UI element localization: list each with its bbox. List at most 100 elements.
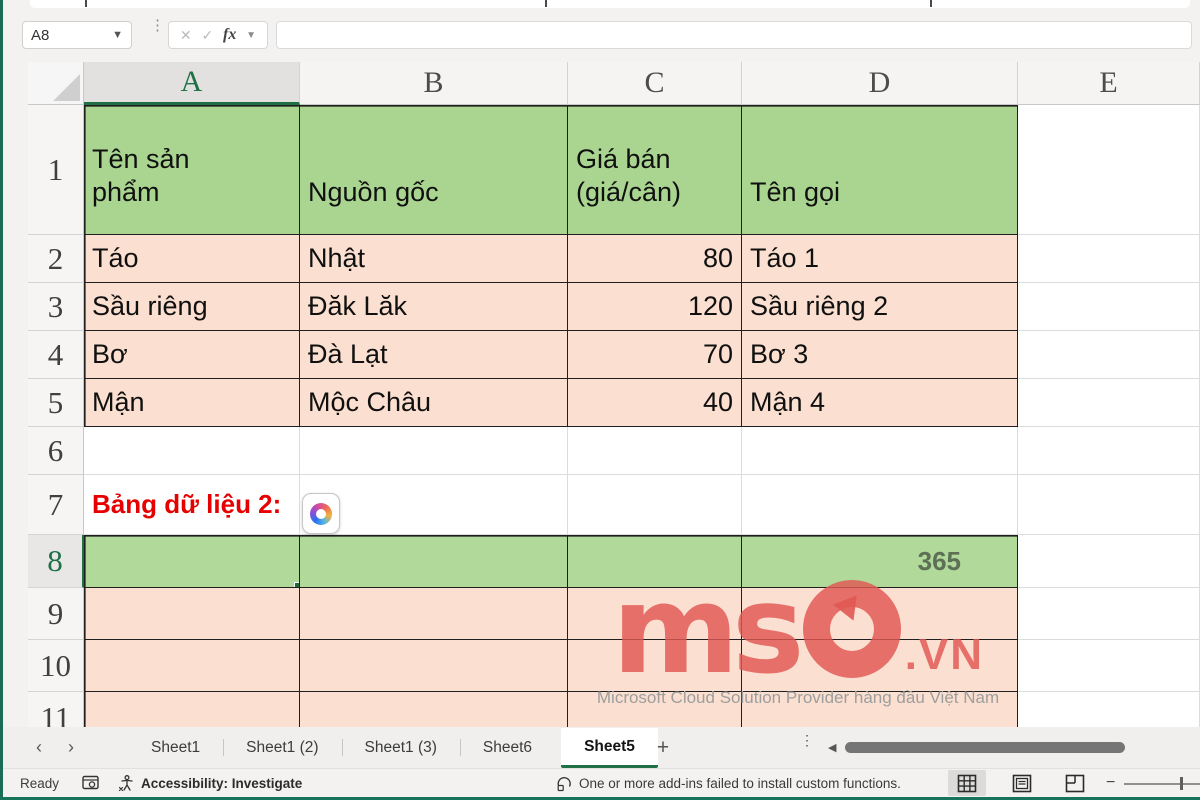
accessibility-status[interactable]: Accessibility: Investigate: [118, 769, 302, 797]
cell-B7[interactable]: [300, 475, 568, 535]
cell-D3[interactable]: Sầu riêng 2: [742, 283, 1018, 331]
cell-E1[interactable]: [1018, 105, 1200, 235]
column-header-C[interactable]: C: [568, 62, 742, 105]
cell-A2[interactable]: Táo: [84, 235, 300, 283]
row-header-9[interactable]: 9: [28, 588, 84, 640]
row-header-5[interactable]: 5: [28, 379, 84, 427]
cell-B4[interactable]: Đà Lạt: [300, 331, 568, 379]
cell-D1[interactable]: Tên gọi: [742, 105, 1018, 235]
cell-C1[interactable]: Giá bán (giá/cân): [568, 105, 742, 235]
macro-record-icon[interactable]: [82, 769, 100, 797]
insert-function-icon[interactable]: fx: [223, 26, 237, 43]
hscroll-left-arrow-icon[interactable]: ◀: [828, 742, 837, 754]
cell-A3[interactable]: Sầu riêng: [84, 283, 300, 331]
cell-B11[interactable]: [300, 692, 568, 727]
tab-sheet5-active[interactable]: Sheet5: [561, 728, 658, 768]
sheet-nav-next-icon[interactable]: ›: [68, 737, 74, 757]
row-header-6[interactable]: 6: [28, 427, 84, 475]
cell-B10[interactable]: [300, 640, 568, 692]
formula-bar-grip-icon[interactable]: ⋮: [150, 17, 165, 34]
tab-sheet6[interactable]: Sheet6: [459, 727, 555, 768]
cell-C8[interactable]: [568, 535, 742, 588]
cell-A8-selected[interactable]: [84, 535, 300, 588]
row-header-8[interactable]: 8: [28, 535, 84, 588]
cell-B5[interactable]: Mộc Châu: [300, 379, 568, 427]
cell-D2[interactable]: Táo 1: [742, 235, 1018, 283]
tab-sheet1-2[interactable]: Sheet1 (2): [223, 727, 341, 768]
cell-C7[interactable]: [568, 475, 742, 535]
cell-A10[interactable]: [84, 640, 300, 692]
chevron-down-icon[interactable]: ▼: [246, 29, 257, 41]
cell-C9[interactable]: [568, 588, 742, 640]
column-header-E[interactable]: E: [1018, 62, 1200, 105]
cell-A11[interactable]: [84, 692, 300, 727]
cell-C3[interactable]: 120: [568, 283, 742, 331]
cell-E9[interactable]: [1018, 588, 1200, 640]
cell-E4[interactable]: [1018, 331, 1200, 379]
row-header-2[interactable]: 2: [28, 235, 84, 283]
cell-D8[interactable]: 365: [742, 535, 1018, 588]
cell-B6[interactable]: [300, 427, 568, 475]
cell-D9[interactable]: [742, 588, 1018, 640]
cell-D6[interactable]: [742, 427, 1018, 475]
addin-warning[interactable]: One or more add-ins failed to install cu…: [556, 769, 901, 797]
cell-D4[interactable]: Bơ 3: [742, 331, 1018, 379]
cell-A5[interactable]: Mận: [84, 379, 300, 427]
view-normal-button[interactable]: [948, 770, 986, 796]
column-header-D[interactable]: D: [742, 62, 1018, 105]
formula-input[interactable]: [276, 21, 1192, 49]
cell-C5[interactable]: 40: [568, 379, 742, 427]
view-page-layout-button[interactable]: [1003, 770, 1041, 796]
cell-E3[interactable]: [1018, 283, 1200, 331]
add-sheet-button[interactable]: +: [656, 735, 670, 759]
cell-D7[interactable]: [742, 475, 1018, 535]
name-box[interactable]: A8 ▼: [22, 21, 132, 49]
cell-E7[interactable]: [1018, 475, 1200, 535]
zoom-out-button[interactable]: −: [1106, 774, 1116, 791]
cell-C11[interactable]: [568, 692, 742, 727]
cell-E5[interactable]: [1018, 379, 1200, 427]
cell-D5[interactable]: Mận 4: [742, 379, 1018, 427]
cell-D10[interactable]: [742, 640, 1018, 692]
cell-B8[interactable]: [300, 535, 568, 588]
row-header-10[interactable]: 10: [28, 640, 84, 692]
column-header-A[interactable]: A: [84, 62, 300, 105]
row-header-11[interactable]: 11: [28, 692, 84, 727]
row-header-7[interactable]: 7: [28, 475, 84, 535]
cell-C10[interactable]: [568, 640, 742, 692]
cell-E11[interactable]: [1018, 692, 1200, 727]
cell-A9[interactable]: [84, 588, 300, 640]
cell-B2[interactable]: Nhật: [300, 235, 568, 283]
zoom-slider-track[interactable]: [1124, 783, 1200, 785]
copilot-button[interactable]: [302, 493, 340, 534]
cell-E8[interactable]: [1018, 535, 1200, 588]
tab-sheet1-3[interactable]: Sheet1 (3): [341, 727, 460, 768]
hscroll-thumb[interactable]: [845, 742, 1125, 753]
cell-C4[interactable]: 70: [568, 331, 742, 379]
row-header-4[interactable]: 4: [28, 331, 84, 379]
cell-C2[interactable]: 80: [568, 235, 742, 283]
cell-B9[interactable]: [300, 588, 568, 640]
cell-A4[interactable]: Bơ: [84, 331, 300, 379]
sheet-nav-prev-icon[interactable]: ‹: [36, 737, 42, 757]
cell-E10[interactable]: [1018, 640, 1200, 692]
cell-A6[interactable]: [84, 427, 300, 475]
tab-sheet1[interactable]: Sheet1: [151, 738, 201, 756]
cell-E2[interactable]: [1018, 235, 1200, 283]
zoom-slider-thumb[interactable]: [1180, 777, 1183, 790]
column-header-B[interactable]: B: [300, 62, 568, 105]
cell-B1[interactable]: Nguồn gốc: [300, 105, 568, 235]
cell-E6[interactable]: [1018, 427, 1200, 475]
tab-overflow-icon[interactable]: ⋮: [800, 732, 814, 748]
cell-A7[interactable]: Bảng dữ liệu 2:: [84, 475, 300, 535]
cell-D11[interactable]: [742, 692, 1018, 727]
cell-A1[interactable]: Tên sản phẩm: [84, 105, 300, 235]
select-all-corner[interactable]: [28, 62, 84, 105]
view-page-break-button[interactable]: [1056, 770, 1094, 796]
row-header-1[interactable]: 1: [28, 105, 84, 235]
enter-icon[interactable]: ✓: [201, 26, 214, 43]
cell-C6[interactable]: [568, 427, 742, 475]
row-header-3[interactable]: 3: [28, 283, 84, 331]
cancel-icon[interactable]: ✕: [179, 26, 192, 43]
cell-B3[interactable]: Đăk Lăk: [300, 283, 568, 331]
